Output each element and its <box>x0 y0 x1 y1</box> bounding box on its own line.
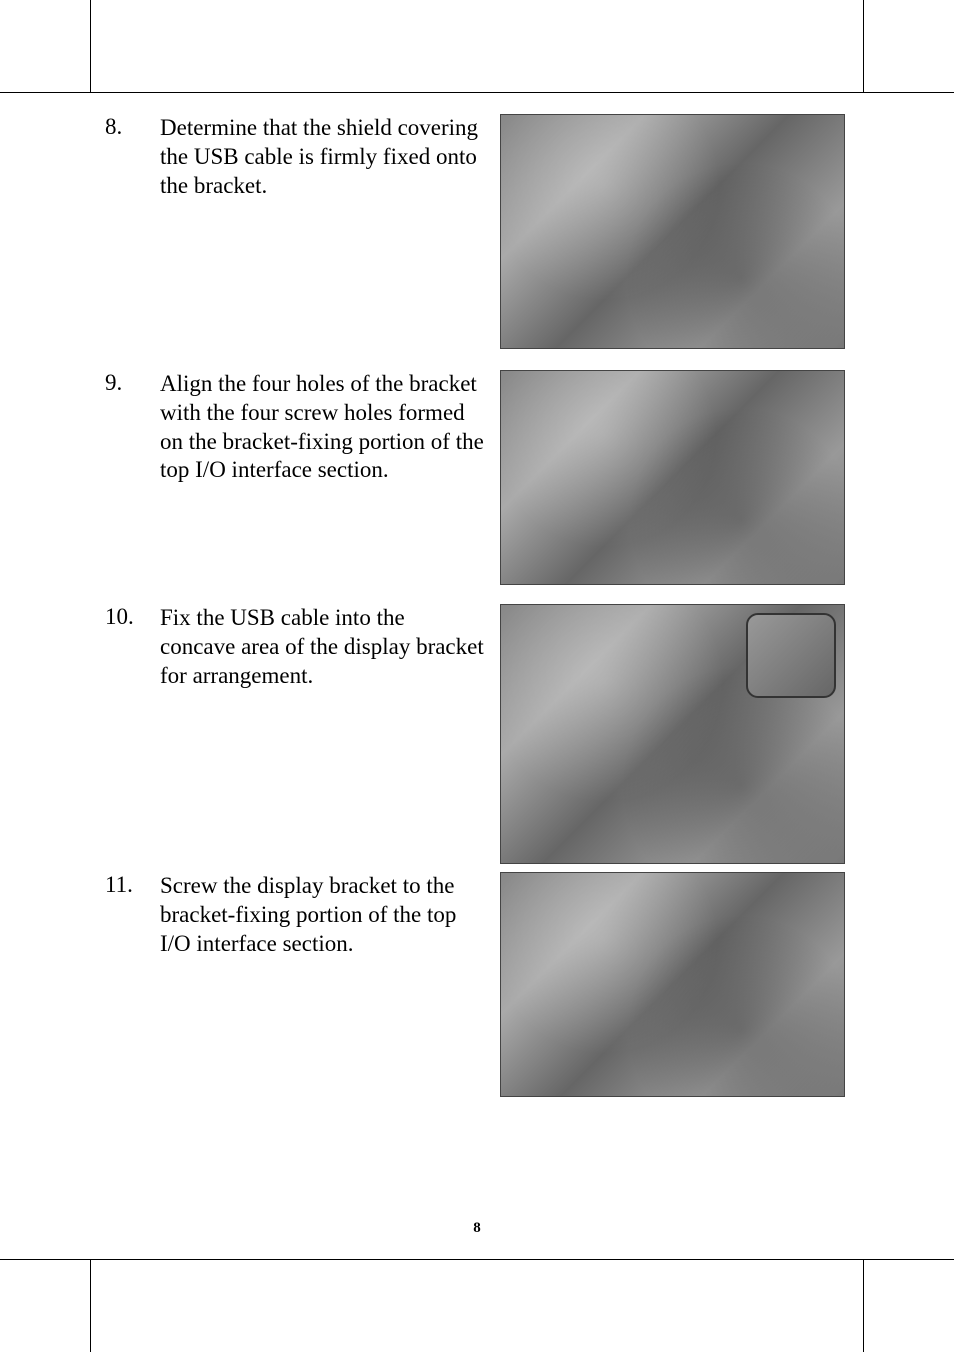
top-tab-right <box>863 0 864 92</box>
step-11-text: Screw the display bracket to the bracket… <box>160 872 485 958</box>
step-9-image-col <box>500 370 845 585</box>
step-10-photo <box>500 604 845 864</box>
bottom-tab-right <box>863 1260 864 1352</box>
step-9-photo <box>500 370 845 585</box>
step-10-image-col <box>500 604 845 864</box>
step-8-text: Determine that the shield covering the U… <box>160 114 485 200</box>
step-8-row: 8. Determine that the shield covering th… <box>105 114 845 349</box>
step-10-number: 10. <box>105 604 160 690</box>
top-tab-left <box>90 0 91 92</box>
step-11-image-col <box>500 872 845 1097</box>
step-8-text-col: 8. Determine that the shield covering th… <box>105 114 500 200</box>
content-area: 8. Determine that the shield covering th… <box>105 110 859 1242</box>
step-11-row: 11. Screw the display bracket to the bra… <box>105 872 845 1097</box>
step-8-number: 8. <box>105 114 160 200</box>
step-11-number: 11. <box>105 872 160 958</box>
manual-page: 8. Determine that the shield covering th… <box>0 0 954 1352</box>
step-10-row: 10. Fix the USB cable into the concave a… <box>105 604 845 864</box>
step-10-text: Fix the USB cable into the concave area … <box>160 604 485 690</box>
step-9-text-col: 9. Align the four holes of the bracket w… <box>105 370 500 485</box>
top-rule <box>0 92 954 93</box>
step-8-photo <box>500 114 845 349</box>
step-9-number: 9. <box>105 370 160 485</box>
step-10-text-col: 10. Fix the USB cable into the concave a… <box>105 604 500 690</box>
step-9-row: 9. Align the four holes of the bracket w… <box>105 370 845 585</box>
step-10-inset-detail <box>746 613 836 698</box>
step-8-image-col <box>500 114 845 349</box>
step-11-photo <box>500 872 845 1097</box>
step-9-text: Align the four holes of the bracket with… <box>160 370 485 485</box>
bottom-rule <box>0 1259 954 1260</box>
step-11-text-col: 11. Screw the display bracket to the bra… <box>105 872 500 958</box>
bottom-tab-left <box>90 1260 91 1352</box>
page-number: 8 <box>0 1220 954 1237</box>
